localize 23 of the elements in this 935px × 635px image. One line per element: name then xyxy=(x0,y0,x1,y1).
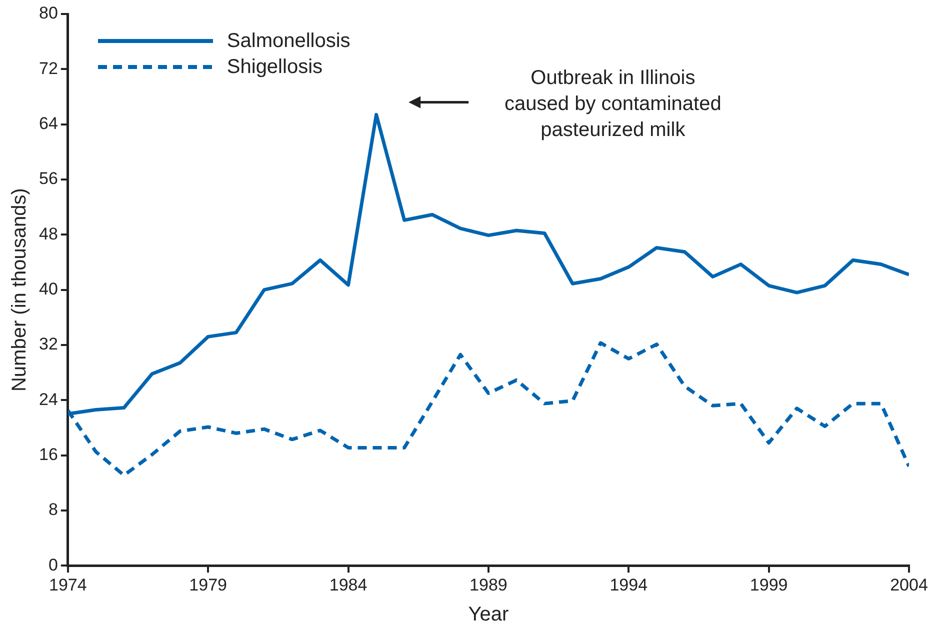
x-tick-label: 2004 xyxy=(890,575,928,594)
legend-label: Salmonellosis xyxy=(226,30,350,52)
x-tick-label: 1974 xyxy=(48,575,87,594)
y-tick-label: 32 xyxy=(38,334,58,354)
y-axis-title: Number (in thousands) xyxy=(8,188,31,392)
x-axis-title: Year xyxy=(468,604,509,626)
y-tick-label: 0 xyxy=(48,555,58,574)
y-tick-label: 24 xyxy=(38,390,58,409)
x-tick-label: 1979 xyxy=(189,575,228,594)
x-tick-label: 1989 xyxy=(470,575,508,594)
y-tick-label: 48 xyxy=(38,224,58,244)
y-tick-label: 40 xyxy=(38,279,58,298)
annotation: Outbreak in Illinois caused by contaminated pasteurized milk xyxy=(504,67,722,142)
y-tick-label: 8 xyxy=(48,500,58,520)
legend-label: Shigellosis xyxy=(226,56,323,78)
y-tick-label: 64 xyxy=(38,114,58,134)
x-tick-label: 1994 xyxy=(610,575,648,594)
y-tick-label: 80 xyxy=(38,4,58,23)
x-tick-label: 1984 xyxy=(329,575,368,594)
x-tick-label: 1999 xyxy=(750,575,788,594)
y-tick-label: 72 xyxy=(38,58,58,78)
y-tick-label: 56 xyxy=(38,169,58,188)
y-tick-label: 16 xyxy=(38,444,58,464)
